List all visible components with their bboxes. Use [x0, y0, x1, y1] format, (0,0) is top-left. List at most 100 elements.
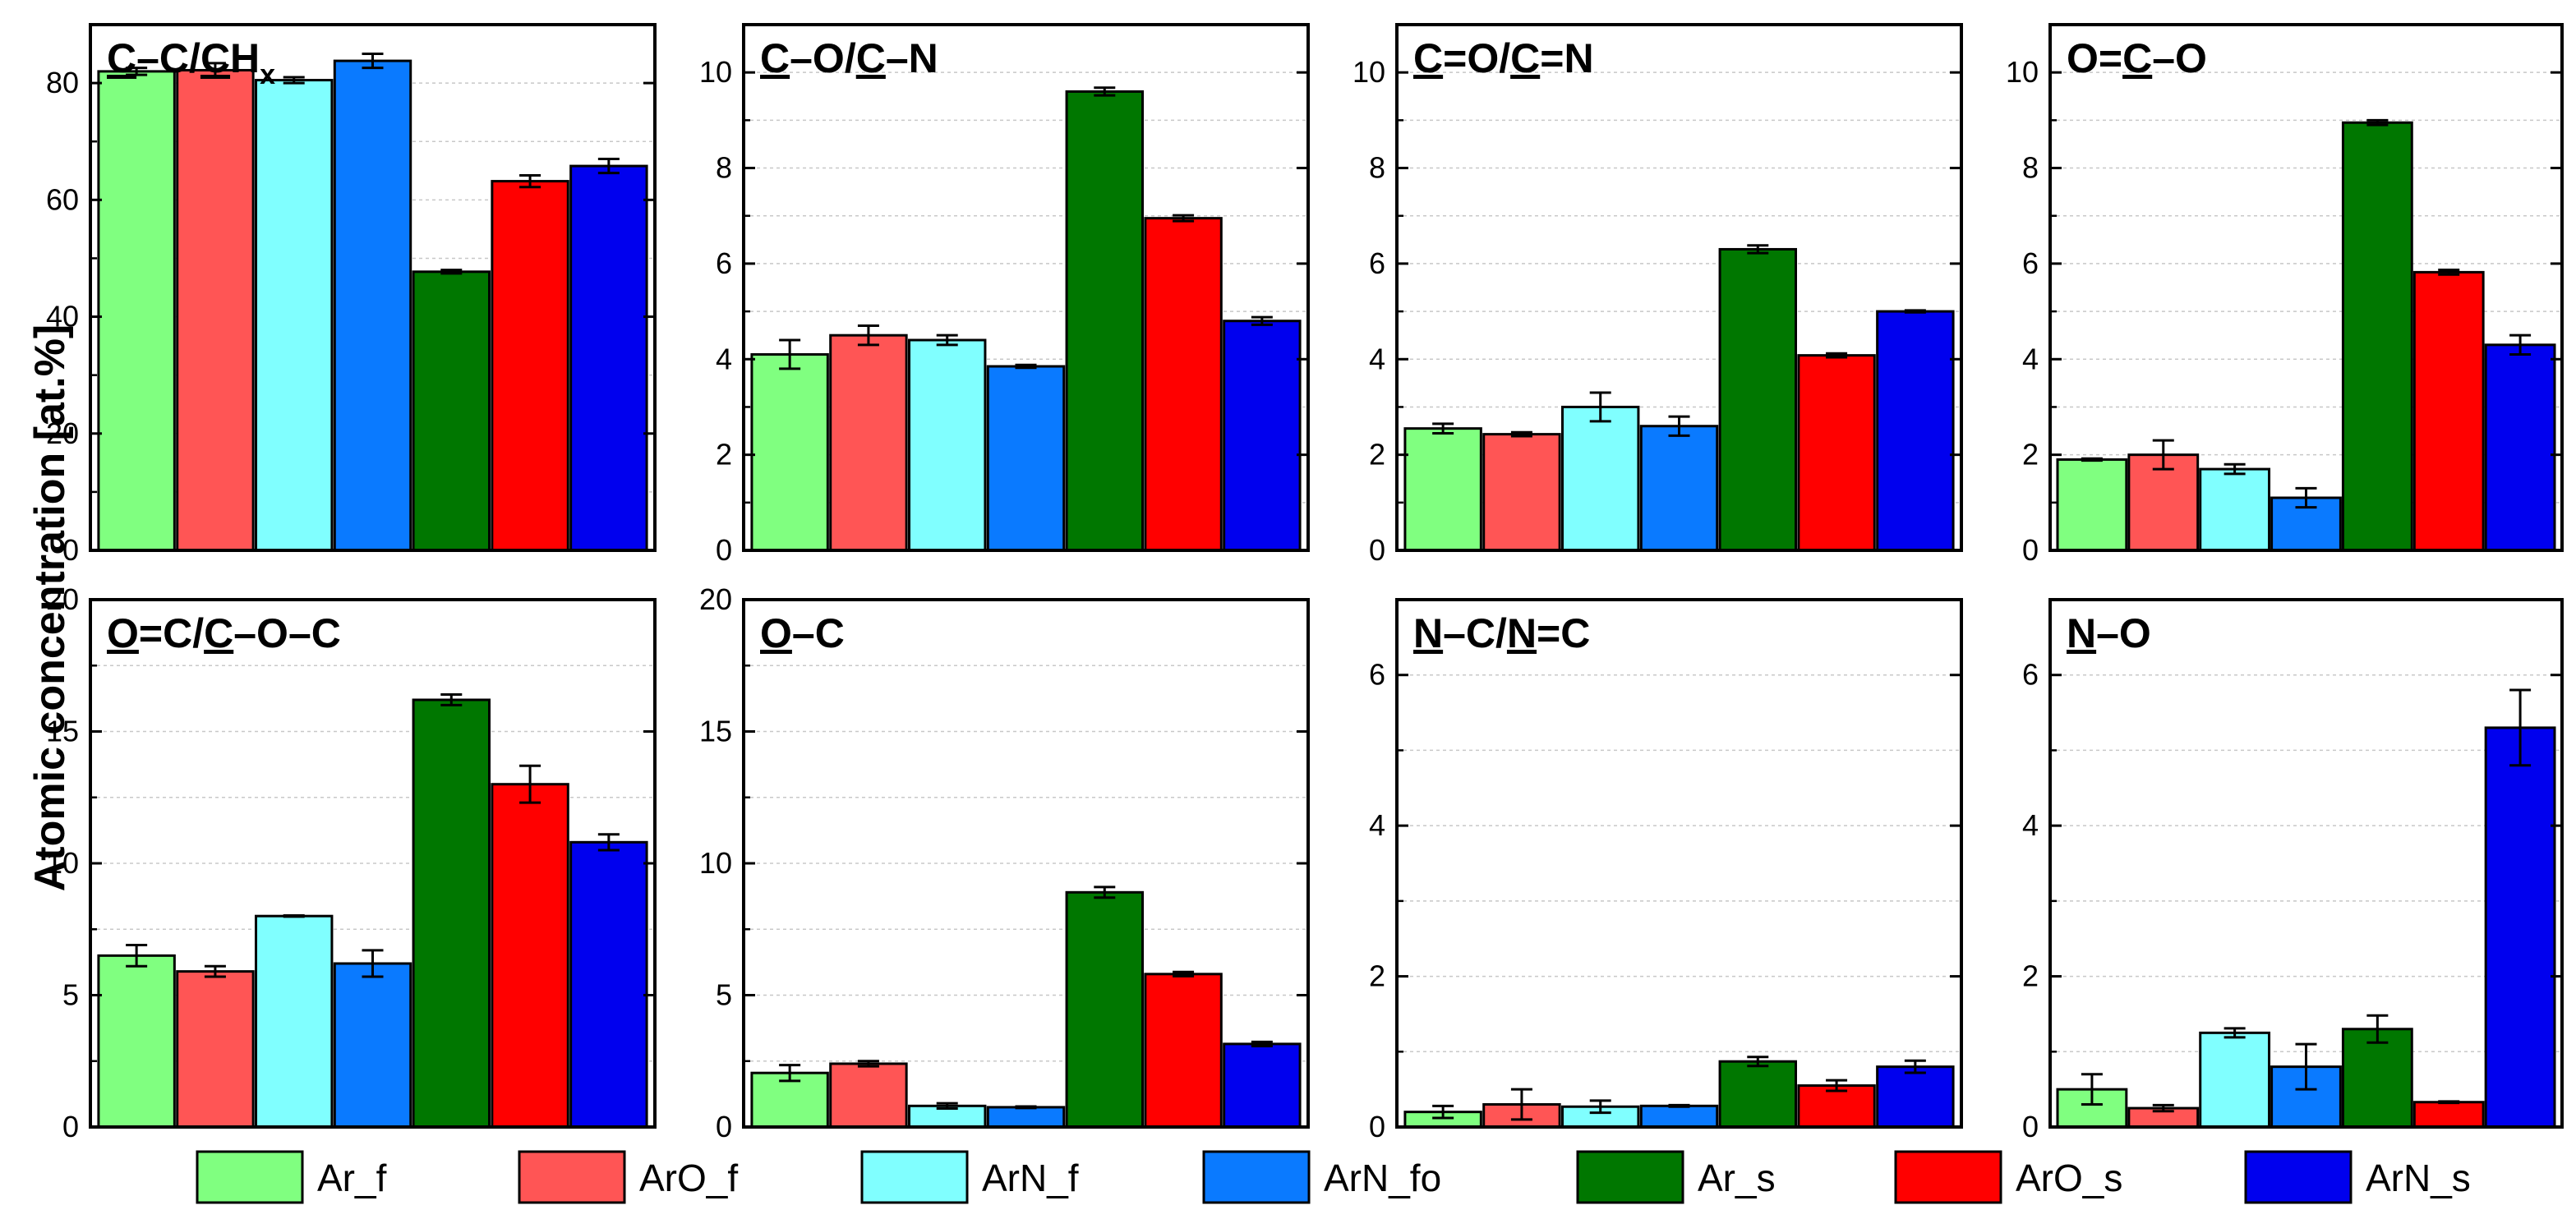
error-bar-ArO_f	[1510, 430, 1532, 438]
legend-swatch	[1202, 1150, 1311, 1204]
legend-item-ArN_s: ArN_s	[2244, 1150, 2471, 1204]
legend-label: ArO_f	[639, 1157, 738, 1199]
error-bar-ArN_s	[1251, 315, 1273, 326]
y-axis-label: Atomic concentration [at.%]	[26, 324, 74, 892]
axes-frame	[1395, 23, 1963, 552]
bar-Ar_f	[97, 954, 176, 1129]
y-tick-label: 10	[46, 846, 79, 880]
y-tick-label: 0	[1369, 1110, 1385, 1143]
y-tick-label: 0	[2022, 533, 2039, 567]
y-tick-label: 15	[699, 715, 732, 748]
y-tick-label: 8	[2022, 151, 2039, 185]
bar-Ar_s	[2341, 121, 2413, 552]
bar-ArO_f	[829, 334, 908, 552]
bar-ArN_f	[907, 338, 987, 552]
y-tick-label: 5	[716, 978, 732, 1012]
y-tick-label: 20	[46, 582, 79, 616]
legend-item-Ar_s: Ar_s	[1576, 1150, 1776, 1204]
legend-label: ArO_s	[2016, 1157, 2122, 1199]
bar-Ar_s	[1065, 90, 1145, 552]
y-tick-label: 2	[2022, 438, 2039, 472]
bar-ArN_s	[569, 840, 648, 1129]
panel-3: 0 2 4 6 8 10 C=O/C=N	[1353, 23, 1963, 567]
axes-frame	[2048, 23, 2564, 552]
error-bar-Ar_f	[126, 944, 148, 968]
legend-label: ArN_s	[2366, 1157, 2471, 1199]
bar-ArN_f	[2199, 1031, 2271, 1129]
axes-frame	[742, 23, 1310, 552]
error-bar-Ar_s	[1747, 244, 1769, 255]
panel-title: O=C–O	[2067, 35, 2207, 81]
y-tick-label: 0	[62, 1110, 79, 1143]
bar-ArO_f	[829, 1062, 908, 1129]
y-tick-label: 0	[716, 533, 732, 567]
error-bar-Ar_f	[2081, 457, 2103, 462]
bar-ArO_f	[1482, 433, 1561, 552]
panel-1: 0 20 40 60 80 C–C/CHx	[46, 23, 657, 567]
bar-ArN_f	[2199, 467, 2271, 552]
y-tick-label: 6	[1369, 658, 1385, 692]
bar-ArN_s	[569, 164, 648, 552]
bar-ArN_fo	[333, 59, 412, 552]
y-tick-label: 10	[699, 846, 732, 880]
bar-ArN_s	[1876, 310, 1955, 552]
error-bar-ArN_s	[1251, 1040, 1273, 1047]
bar-Ar_s	[1718, 1060, 1798, 1129]
error-bar-ArN_f	[936, 334, 958, 347]
y-tick-label: 15	[46, 715, 79, 748]
error-bar-ArN_fo	[1015, 1105, 1037, 1110]
error-bar-ArO_f	[204, 62, 226, 79]
bar-ArN_fo	[1639, 1104, 1719, 1129]
legend-swatch	[2244, 1150, 2353, 1204]
y-tick-label: 4	[2022, 808, 2039, 842]
legend: Ar_f ArO_f ArN_f ArN_fo Ar_s ArO_s ArN_s	[196, 1150, 2471, 1204]
bar-ArO_f	[176, 970, 255, 1129]
y-tick-label: 8	[716, 151, 732, 185]
legend-label: ArN_f	[982, 1157, 1079, 1199]
bar-Ar_f	[750, 352, 829, 552]
y-tick-label: 4	[716, 342, 732, 375]
bar-Ar_s	[412, 698, 491, 1129]
y-tick-label: 2	[1369, 438, 1385, 472]
panel-4: 0 2 4 6 8 10 O=C–O	[2006, 23, 2564, 567]
error-bar-Ar_s	[440, 693, 463, 706]
y-tick-label: 40	[46, 300, 79, 334]
y-tick-label: 6	[2022, 246, 2039, 280]
error-bar-ArN_f	[283, 914, 305, 918]
bar-Ar_s	[1065, 890, 1145, 1129]
error-bar-ArN_fo	[1668, 1103, 1690, 1108]
error-bar-Ar_f	[1432, 422, 1454, 435]
error-bar-ArO_s	[519, 764, 541, 804]
error-bar-ArN_fo	[2295, 1042, 2317, 1091]
legend-swatch	[518, 1150, 626, 1204]
bar-ArO_s	[1144, 217, 1223, 552]
error-bar-ArN_s	[1904, 309, 1926, 314]
error-bar-ArO_f	[857, 324, 879, 347]
bar-ArO_f	[176, 68, 255, 552]
y-tick-label: 10	[1353, 55, 1385, 89]
panel-5: 0 5 10 15 20 O=C/C–O–C	[46, 582, 657, 1143]
y-tick-label: 6	[1369, 246, 1385, 280]
y-tick-label: 8	[1369, 151, 1385, 185]
error-bar-Ar_f	[1432, 1104, 1454, 1120]
legend-item-ArO_s: ArO_s	[1894, 1150, 2122, 1204]
error-bar-Ar_s	[2366, 118, 2389, 126]
y-tick-label: 20	[699, 582, 732, 616]
error-bar-Ar_f	[126, 67, 148, 76]
y-tick-label: 0	[2022, 1110, 2039, 1143]
legend-item-ArN_fo: ArN_fo	[1202, 1150, 1441, 1204]
legend-swatch	[196, 1150, 304, 1204]
error-bar-ArN_fo	[1668, 415, 1690, 437]
axes-frame	[1395, 598, 1963, 1129]
y-tick-label: 0	[62, 533, 79, 567]
bar-ArN_fo	[1639, 425, 1719, 552]
bar-ArN_s	[1223, 1042, 1302, 1129]
y-tick-label: 6	[2022, 658, 2039, 692]
panel-title: C=O/C=N	[1413, 35, 1594, 81]
bar-Ar_f	[97, 70, 176, 552]
legend-label: Ar_f	[317, 1157, 387, 1199]
error-bar-Ar_s	[440, 269, 463, 275]
legend-swatch	[1576, 1150, 1684, 1204]
